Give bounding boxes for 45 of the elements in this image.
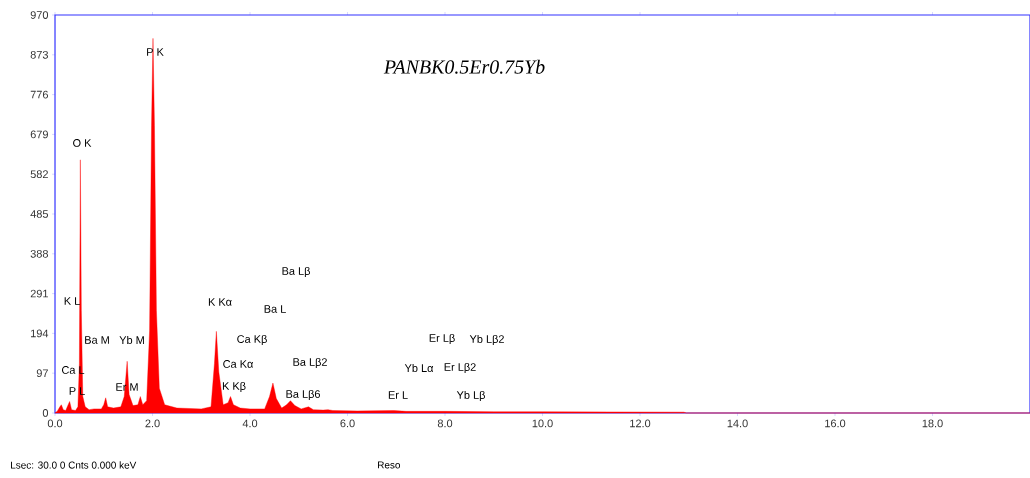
annotation: K Kβ xyxy=(222,381,246,393)
annotation: Ba Lβ6 xyxy=(286,389,320,401)
annotation: Er Lβ2 xyxy=(444,362,476,374)
annotation: Ba Lβ xyxy=(282,266,310,278)
annotation: Ba M xyxy=(85,336,109,344)
annotation: P K xyxy=(147,48,164,56)
y-tick-label: 485 xyxy=(30,210,49,218)
y-tick-label: 873 xyxy=(30,50,48,59)
annotation: Ba L xyxy=(264,305,286,313)
y-tick-label: 291 xyxy=(30,289,48,298)
y-tick-label: 970 xyxy=(30,11,49,19)
text: Lsec: 30.0 0 Cnts 0.000 keV xyxy=(11,461,137,469)
x-tick-label: 6.0 xyxy=(340,419,355,428)
text: PANBK0.5Er0.75Yb xyxy=(383,59,545,74)
annotation: P L xyxy=(69,387,85,395)
annotation: Ca L xyxy=(62,366,85,374)
annotation: Ca Kβ xyxy=(237,334,267,346)
annotation: Yb Lβ xyxy=(456,390,485,402)
x-tick-label: 0.0 xyxy=(47,419,63,428)
annotation: O K xyxy=(73,139,92,147)
annotation: Yb Lβ2 xyxy=(469,334,504,346)
annotation: Ca Kα xyxy=(223,360,254,368)
annotation: K Kα xyxy=(208,298,232,306)
annotation: Er L xyxy=(388,391,408,399)
annotation: K L xyxy=(64,297,80,305)
x-tick-label: 16.0 xyxy=(825,419,846,428)
x-tick-label: 18.0 xyxy=(922,419,943,428)
annotation: Yb M xyxy=(119,335,144,345)
y-tick-label: 97 xyxy=(36,369,48,378)
y-tick-label: 194 xyxy=(31,329,49,338)
y-tick-label: 0 xyxy=(42,409,49,417)
x-tick-label: 10.0 xyxy=(532,419,553,428)
x-tick-label: 14.0 xyxy=(727,419,748,428)
annotation: Ba Lβ2 xyxy=(293,357,327,369)
x-tick-label: 2.0 xyxy=(145,419,160,428)
y-tick-label: 582 xyxy=(30,170,48,179)
text: Reso xyxy=(378,461,401,469)
x-tick-label: 4.0 xyxy=(242,419,258,428)
x-tick-label: 8.0 xyxy=(437,419,453,428)
y-tick-label: 776 xyxy=(30,90,48,99)
annotation: Er Lβ xyxy=(429,333,455,345)
annotation: Yb Lα xyxy=(404,363,434,373)
y-tick-label: 388 xyxy=(30,249,48,258)
x-tick-label: 12.0 xyxy=(630,419,651,428)
y-tick-label: 679 xyxy=(30,130,48,139)
